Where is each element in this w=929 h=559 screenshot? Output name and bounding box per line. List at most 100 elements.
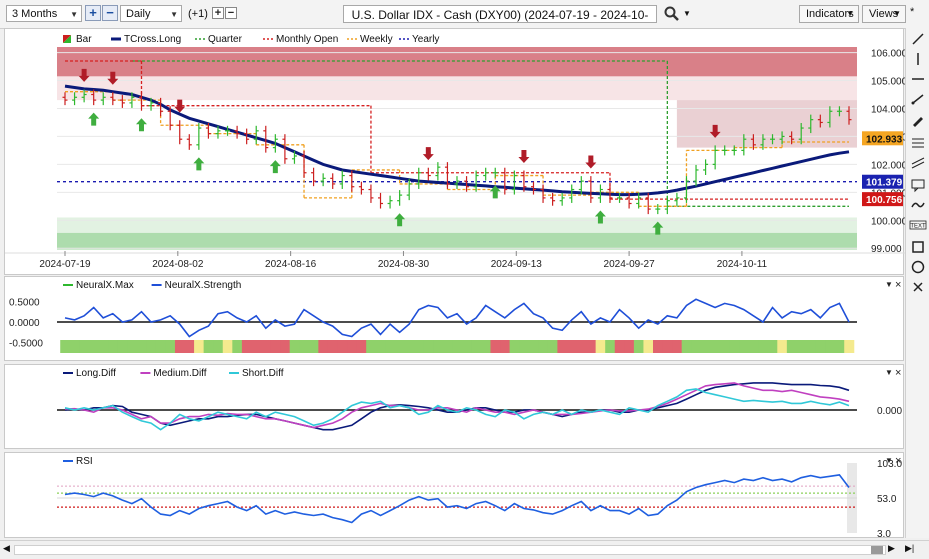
symbol-title[interactable]: U.S. Dollar IDX - Cash (DXY00) (2024-07-… xyxy=(343,5,657,40)
neuralx-max-cell xyxy=(509,340,520,353)
text-icon[interactable]: TEXT xyxy=(909,216,927,234)
neuralx-max-cell xyxy=(547,340,558,353)
neuralx-max-cell xyxy=(748,340,759,353)
neuralx-max-cell xyxy=(69,340,80,353)
diff-chart[interactable]: Long.Diff Medium.Diff Short.Diff 0.000 ▼ × xyxy=(5,365,905,450)
neuralx-max-cell xyxy=(442,340,453,353)
drawing-toolbar: TEXT xyxy=(905,28,929,538)
candle xyxy=(378,192,384,209)
fibonacci-icon[interactable] xyxy=(909,134,927,152)
candle xyxy=(664,195,670,215)
y-tick-label: 104.000 xyxy=(871,104,905,115)
offset-minus-button[interactable]: − xyxy=(225,7,237,19)
neuralx-max-cell xyxy=(719,340,730,353)
neuralx-max-cell xyxy=(88,340,99,353)
horizontal-scrollbar[interactable] xyxy=(14,545,886,555)
neuralx-max-cell xyxy=(643,340,654,353)
horizontal-line-icon[interactable] xyxy=(909,70,927,88)
candle xyxy=(645,192,651,215)
trendline-icon[interactable] xyxy=(909,30,927,48)
candle xyxy=(435,162,441,181)
scroll-left-icon[interactable]: ◀ xyxy=(3,543,10,553)
neuralx-max-cell xyxy=(60,340,71,353)
neuralx-max-cell xyxy=(700,340,711,353)
wave-icon[interactable] xyxy=(909,196,927,214)
neuralx-chart[interactable]: NeuralX.Max NeuralX.Strength 0.5000 0.0000 -… xyxy=(5,277,905,362)
candle xyxy=(368,184,374,203)
neuralx-max-cell xyxy=(394,340,405,353)
series-line xyxy=(64,298,850,338)
neuralx-max-cell xyxy=(834,340,845,353)
candle xyxy=(511,170,517,195)
candle xyxy=(234,125,240,139)
neuralx-max-cell xyxy=(270,340,281,353)
scroll-right-icon[interactable]: ▶ xyxy=(888,543,895,553)
neuralx-max-cell xyxy=(461,340,472,353)
pencil-icon[interactable] xyxy=(909,112,927,130)
neuralx-max-cell xyxy=(681,340,692,353)
interval-select[interactable]: Daily ▼ xyxy=(120,5,182,22)
rsi-chart[interactable]: RSI 103.0 53.0 3.0 ▼ × xyxy=(5,453,905,540)
neuralx-max-cell xyxy=(739,340,750,353)
views-button[interactable]: Views ▼ xyxy=(862,5,906,23)
comment-icon[interactable] xyxy=(909,176,927,194)
candle xyxy=(703,159,709,175)
legend-label: Bar xyxy=(76,34,92,45)
y-tick-label: 106.000 xyxy=(871,49,905,60)
indicators-button[interactable]: Indicators ▼ xyxy=(799,5,859,23)
vertical-line-icon[interactable] xyxy=(909,50,927,68)
sell-signal-arrow xyxy=(78,68,90,82)
y-tick-label: 53.0 xyxy=(877,494,897,505)
price-pane[interactable]: 106.000105.000104.000103.000102.000101.0… xyxy=(4,28,908,276)
neuralx-max-cell xyxy=(194,340,205,353)
legend-label: TCross.Long xyxy=(124,34,181,45)
neuralx-max-cell xyxy=(633,340,644,353)
chevron-down-icon[interactable]: ▼ xyxy=(683,9,691,18)
neuralx-max-cell xyxy=(815,340,826,353)
neuralx-pane[interactable]: NeuralX.Max NeuralX.Strength 0.5000 0.0000 -… xyxy=(4,276,904,361)
neuralx-max-cell xyxy=(471,340,482,353)
candle xyxy=(722,145,728,156)
neuralx-max-cell xyxy=(786,340,797,353)
candle xyxy=(569,184,575,203)
neuralx-max-cell xyxy=(241,340,252,353)
legend-label: NeuralX.Strength xyxy=(165,280,242,291)
chevron-down-icon: ▼ xyxy=(885,368,893,377)
price-tag-label: 101.379 xyxy=(866,178,903,189)
candle xyxy=(655,204,661,215)
pin-icon[interactable]: * xyxy=(910,6,915,18)
scroll-end-icon[interactable]: ▶| xyxy=(905,543,915,553)
scroll-bar-area: ◀ ▶ ▶| xyxy=(0,540,929,559)
rectangle-icon[interactable] xyxy=(909,238,927,256)
ellipse-icon[interactable] xyxy=(909,258,927,276)
neuralx-max-cell xyxy=(184,340,195,353)
search-icon[interactable] xyxy=(664,6,680,22)
range-select[interactable]: 3 Months ▼ xyxy=(6,5,82,22)
channel-icon[interactable] xyxy=(909,154,927,172)
neuralx-max-cell xyxy=(796,340,807,353)
price-chart[interactable]: 106.000105.000104.000103.000102.000101.0… xyxy=(5,29,908,276)
candle xyxy=(272,134,278,153)
candle xyxy=(521,170,527,192)
candle xyxy=(119,95,125,108)
candle xyxy=(607,184,613,203)
neuralx-max-cell xyxy=(528,340,539,353)
neuralx-max-cell xyxy=(289,340,300,353)
buy-signal-arrow xyxy=(652,221,664,235)
zoom-in-button[interactable]: + xyxy=(85,5,101,21)
close-icon[interactable] xyxy=(909,278,927,296)
candle xyxy=(636,192,642,209)
ray-icon[interactable] xyxy=(909,90,927,108)
neuralx-max-cell xyxy=(614,340,625,353)
rsi-pane[interactable]: RSI 103.0 53.0 3.0 ▼ × xyxy=(4,452,905,540)
neuralx-max-cell xyxy=(758,340,769,353)
sell-signal-arrow xyxy=(709,124,721,138)
price-tag xyxy=(862,131,903,146)
scrollbar-thumb[interactable] xyxy=(871,546,883,554)
offset-plus-button[interactable]: + xyxy=(212,7,224,19)
series-line xyxy=(64,382,850,429)
zoom-out-button[interactable]: − xyxy=(102,5,118,21)
diff-pane[interactable]: Long.Diff Medium.Diff Short.Diff 0.000 ▼ × xyxy=(4,364,904,449)
y-tick-label: 102.000 xyxy=(871,160,905,171)
neuralx-max-cell xyxy=(203,340,214,353)
